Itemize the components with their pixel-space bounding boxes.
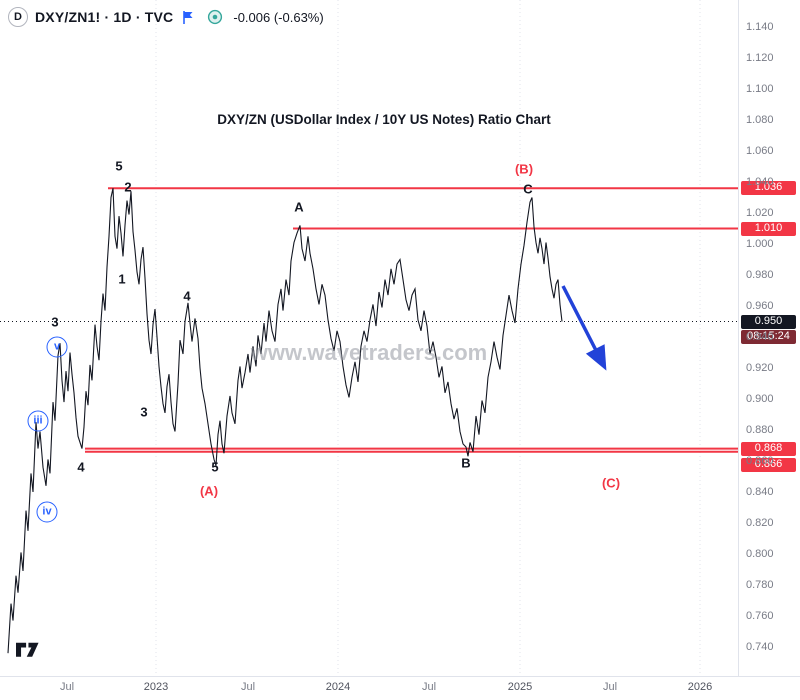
y-axis-tick: 0.980 [746,269,774,281]
wave-label[interactable]: 5 [211,459,219,475]
trend-arrow[interactable] [561,285,607,371]
level-price-tag: 1.036 [741,181,796,196]
x-axis-tick: 2025 [507,681,533,693]
y-axis-tick: 0.880 [746,424,774,436]
y-axis-tick: 0.760 [746,610,774,622]
symbol-toolbar: D DXY/ZN1! · 1D · TVC -0.006 (-0.63%) [8,6,324,28]
y-axis-tick: 0.920 [746,362,774,374]
x-axis-tick: 2024 [325,681,351,693]
x-axis-tick: Jul [602,681,618,693]
wave-label[interactable]: 1 [118,271,126,287]
flag-icon[interactable] [181,10,195,25]
y-axis-tick: 0.820 [746,517,774,529]
x-axis-tick: 2026 [687,681,713,693]
wave-label[interactable]: 3 [51,314,59,330]
wave-label[interactable]: iv [36,501,58,523]
y-axis-tick: 0.800 [746,548,774,560]
wave-label[interactable]: 4 [77,459,85,475]
wave-label[interactable]: v [46,336,68,358]
y-axis-tick: 0.780 [746,579,774,591]
tradingview-logo[interactable] [16,638,44,665]
level-price-tag: 1.010 [741,221,796,236]
y-axis-tick: 1.060 [746,145,774,157]
y-axis-tick: 0.960 [746,300,774,312]
price-change: -0.006 (-0.63%) [233,9,324,25]
y-axis-tick: 0.860 [746,455,774,467]
wave-label[interactable]: B [461,455,471,471]
x-axis-tick: Jul [240,681,256,693]
y-axis-tick: 1.000 [746,238,774,250]
y-axis-tick: 0.940 [746,331,774,343]
level-price-tag: 0.868 [741,441,796,456]
wave-label[interactable]: iii [27,410,49,432]
symbol-logo-icon[interactable]: D [8,7,28,27]
y-axis-tick: 0.900 [746,393,774,405]
y-axis-tick: 1.120 [746,52,774,64]
y-axis-tick: 1.040 [746,176,774,188]
wave-label[interactable]: 5 [115,158,123,174]
y-axis-tick: 1.100 [746,83,774,95]
time-axis[interactable]: Jul 2023 Jul 2024 Jul 2025 Jul 2026 [0,676,800,700]
market-status-icon[interactable] [207,9,223,25]
countdown-tag: 08:15:24 [741,329,796,344]
x-axis-tick: 2023 [143,681,169,693]
current-price-tag: 0.950 [741,314,796,329]
x-axis-tick: Jul [421,681,437,693]
level-price-tag: 0.866 [741,457,796,472]
y-axis-tick: 1.140 [746,21,774,33]
y-axis-tick: 1.080 [746,114,774,126]
price-axis[interactable]: 1.036 1.010 0.868 0.866 0.950 08:15:24 1.140 1.… [738,0,800,677]
wave-label[interactable]: (B) [514,161,534,177]
wave-label[interactable]: C [523,181,533,197]
series-path [7,188,563,654]
wave-label[interactable]: (C) [601,475,621,491]
wave-label[interactable]: A [294,199,304,215]
wave-label[interactable]: 3 [140,404,148,420]
x-axis-tick: Jul [59,681,75,693]
y-axis-tick: 0.740 [746,641,774,653]
symbol-title[interactable]: DXY/ZN1! · 1D · TVC [35,9,174,25]
wave-label[interactable]: 2 [124,179,132,195]
wave-label[interactable]: 4 [183,288,191,304]
chart-canvas[interactable] [0,0,738,677]
y-axis-tick: 1.020 [746,207,774,219]
chart-title: DXY/ZN (USDollar Index / 10Y US Notes) R… [217,112,551,127]
wave-label[interactable]: (A) [199,483,219,499]
y-axis-tick: 0.840 [746,486,774,498]
